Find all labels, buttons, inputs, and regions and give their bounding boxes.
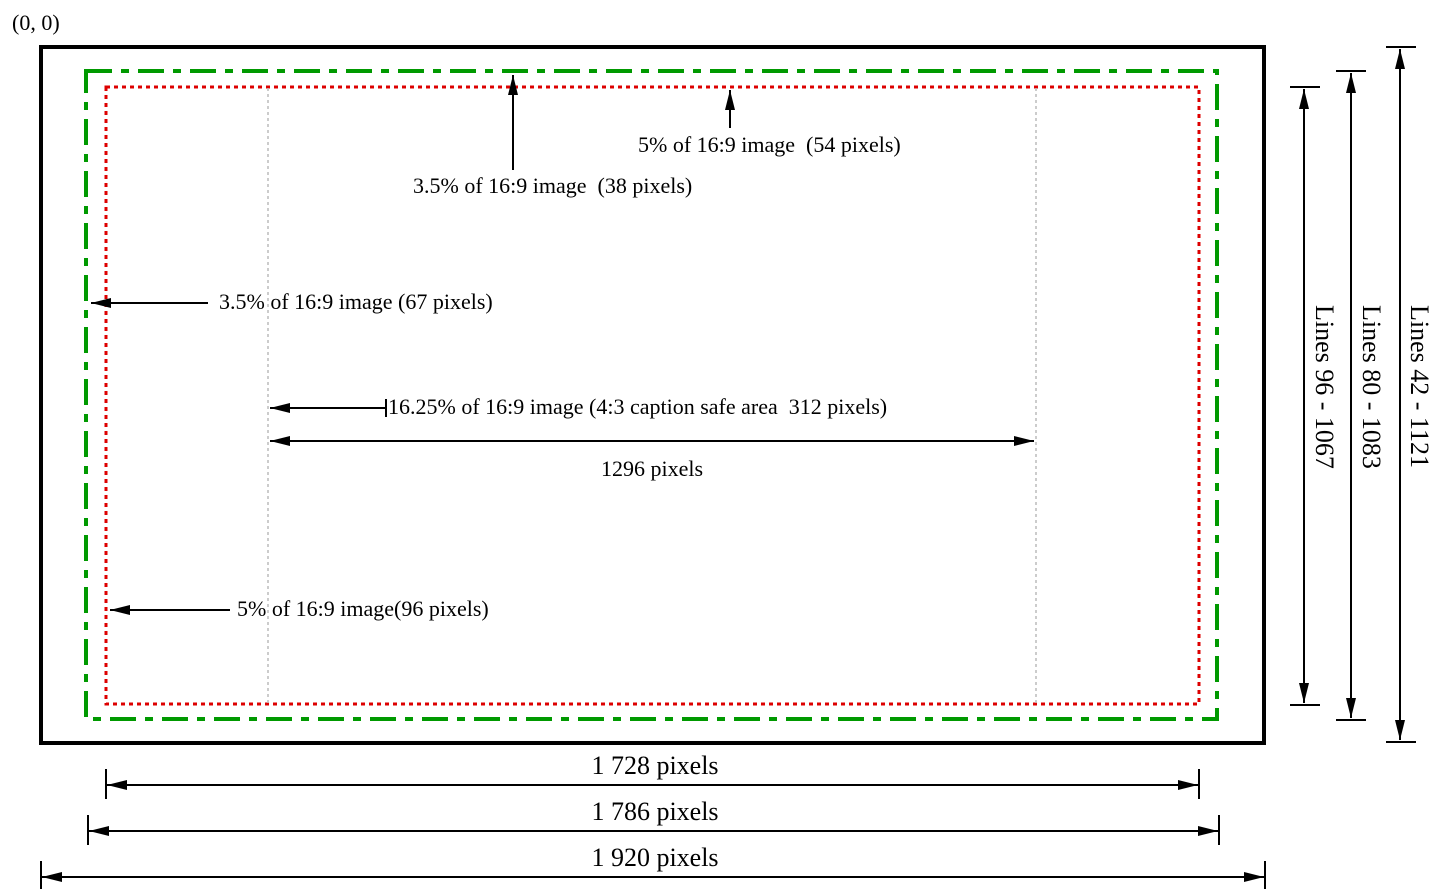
lines-action-safe-label: Lines 80 - 1083 bbox=[1357, 305, 1386, 469]
left-title-safe-label: 5% of 16:9 image(96 pixels) bbox=[237, 596, 489, 621]
top-title-safe-label: 5% of 16:9 image (54 pixels) bbox=[638, 132, 901, 157]
lines-title-safe-label: Lines 96 - 1067 bbox=[1310, 305, 1339, 469]
width-title-safe-label: 1 728 pixels bbox=[591, 751, 718, 780]
width-action-safe-label: 1 786 pixels bbox=[591, 797, 718, 826]
top-action-safe-label: 3.5% of 16:9 image (38 pixels) bbox=[413, 173, 692, 198]
origin-label: (0, 0) bbox=[12, 10, 60, 35]
caption-width-label: 1296 pixels bbox=[601, 456, 703, 481]
lines-full-label: Lines 42 - 1121 bbox=[1405, 305, 1434, 468]
width-full-label: 1 920 pixels bbox=[591, 843, 718, 872]
left-action-safe-label: 3.5% of 16:9 image (67 pixels) bbox=[219, 289, 493, 314]
caption-safe-label: 16.25% of 16:9 image (4:3 caption safe a… bbox=[388, 394, 887, 419]
